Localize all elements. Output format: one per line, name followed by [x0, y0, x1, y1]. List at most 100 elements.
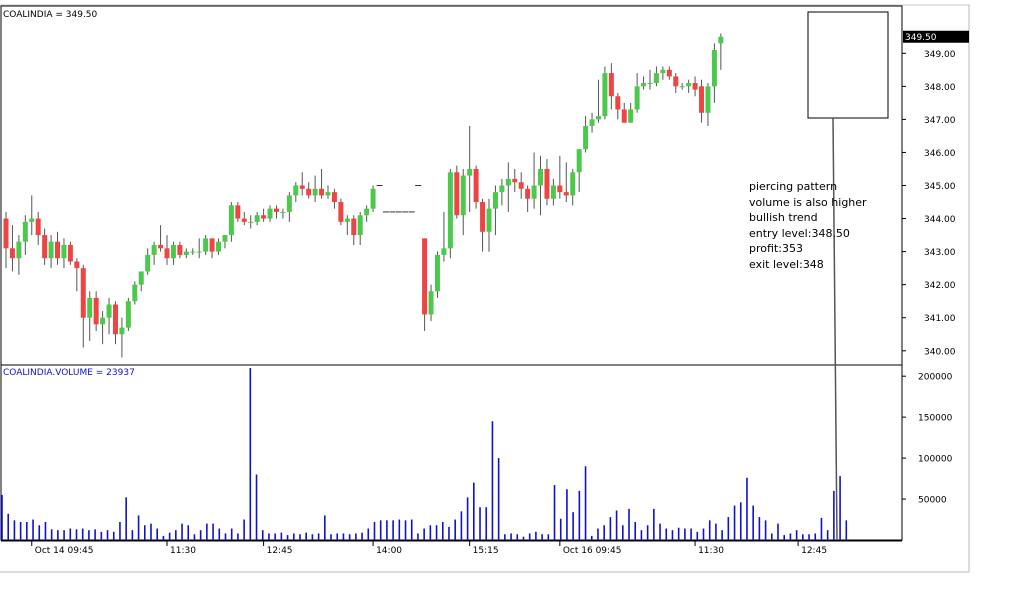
- candle-body: [267, 208, 273, 219]
- candle-body: [216, 241, 222, 252]
- candle-body: [447, 172, 453, 249]
- candle-body: [93, 297, 99, 325]
- candle-body: [525, 188, 531, 199]
- candle-body: [106, 304, 112, 318]
- candle-body: [621, 109, 627, 123]
- candle-body: [331, 192, 337, 203]
- note-line: bullish trend: [749, 211, 818, 224]
- candle-body: [615, 96, 621, 110]
- price-series: [3, 33, 724, 358]
- candle-body: [87, 297, 93, 318]
- candle-body: [499, 185, 505, 193]
- price-axis: 340.00 341.00 342.00 343.00 344.00 345.00 346.…: [902, 50, 956, 357]
- price-tick-label: 341.00: [924, 314, 956, 324]
- volume-tick-label: 50000: [918, 496, 947, 506]
- candle-body: [228, 205, 234, 236]
- candle-body: [576, 149, 582, 173]
- note-line: volume is also higher: [749, 196, 867, 209]
- candle-body: [145, 254, 151, 272]
- candle-body: [254, 215, 260, 222]
- candle-body: [692, 83, 698, 90]
- candle-body: [203, 238, 209, 252]
- price-tick-label: 340.00: [924, 347, 956, 357]
- candle-body: [222, 235, 228, 242]
- candle-body: [628, 109, 634, 123]
- candle-body: [441, 248, 447, 255]
- candle-body: [357, 215, 363, 236]
- candle-body: [22, 221, 28, 242]
- volume-tick-label: 200000: [918, 373, 953, 383]
- candle-body: [705, 86, 711, 113]
- candle-body: [67, 245, 73, 262]
- candle-body: [351, 218, 357, 236]
- candle-body: [190, 251, 196, 253]
- candle-body: [641, 83, 647, 87]
- price-tick-label: 342.00: [924, 281, 956, 291]
- time-tick-label: 15:15: [473, 546, 499, 556]
- candle-body: [312, 188, 318, 196]
- time-tick-label: 12:45: [267, 546, 293, 556]
- candle-body: [273, 208, 279, 212]
- candle-body: [512, 178, 518, 183]
- candle-body: [9, 248, 15, 259]
- note-line: entry level:348.50: [749, 227, 850, 240]
- candle-body: [138, 271, 144, 285]
- candle-body: [370, 188, 376, 209]
- candle-body: [666, 69, 672, 77]
- price-tick-label: 346.00: [924, 149, 956, 159]
- candle-body: [660, 69, 666, 74]
- volume-axis: 50000 100000 150000 200000: [902, 373, 953, 506]
- candle-body: [544, 168, 550, 199]
- candle-body: [61, 245, 67, 259]
- candle-body: [531, 185, 537, 199]
- candle-body: [480, 202, 486, 232]
- candle-body: [557, 185, 563, 193]
- candle-body: [653, 73, 659, 84]
- candle-body: [196, 251, 202, 253]
- candle-body: [595, 116, 601, 120]
- candle-body: [183, 251, 189, 255]
- candle-body: [241, 218, 247, 222]
- candle-body: [679, 86, 685, 88]
- candle-body: [306, 188, 312, 196]
- candle-body: [467, 168, 473, 176]
- note-line: piercing pattern: [749, 180, 837, 193]
- volume-series: [1, 368, 848, 540]
- last-price-label: 349.50: [905, 33, 937, 43]
- candle-body: [35, 218, 41, 236]
- candle-body: [325, 192, 331, 196]
- candle-body: [473, 168, 479, 203]
- price-tick-label: 349.00: [924, 50, 956, 60]
- candle-body: [699, 86, 705, 113]
- trade-note: piercing pattern volume is also higher b…: [749, 180, 867, 271]
- candle-body: [344, 218, 350, 222]
- price-tick-label: 345.00: [924, 182, 956, 192]
- price-tick-label: 348.00: [924, 83, 956, 93]
- note-line: profit:353: [749, 242, 803, 255]
- price-tick-label: 347.00: [924, 116, 956, 126]
- candle-body: [434, 254, 440, 292]
- candle-body: [293, 185, 299, 196]
- candle-body: [119, 327, 125, 335]
- candle-body: [718, 36, 724, 44]
- candle-body: [538, 168, 544, 186]
- candle-body: [673, 76, 679, 87]
- trend-drawing-line[interactable]: [832, 117, 838, 541]
- candle-body: [125, 301, 131, 328]
- candle-body: [42, 235, 48, 259]
- price-tick-label: 343.00: [924, 248, 956, 258]
- pattern-highlight-box: [807, 11, 889, 119]
- candle-body: [80, 268, 86, 318]
- candle-body: [364, 208, 370, 216]
- candle-body: [209, 238, 215, 252]
- candle-body: [261, 215, 267, 219]
- candle-body: [319, 188, 325, 196]
- candle-body: [422, 238, 428, 315]
- candle-body: [112, 304, 118, 335]
- time-tick-label: 12:45: [801, 546, 827, 556]
- candle-body: [29, 218, 35, 222]
- time-tick-label: Oct 14 09:45: [35, 546, 94, 556]
- candle-body: [711, 49, 717, 87]
